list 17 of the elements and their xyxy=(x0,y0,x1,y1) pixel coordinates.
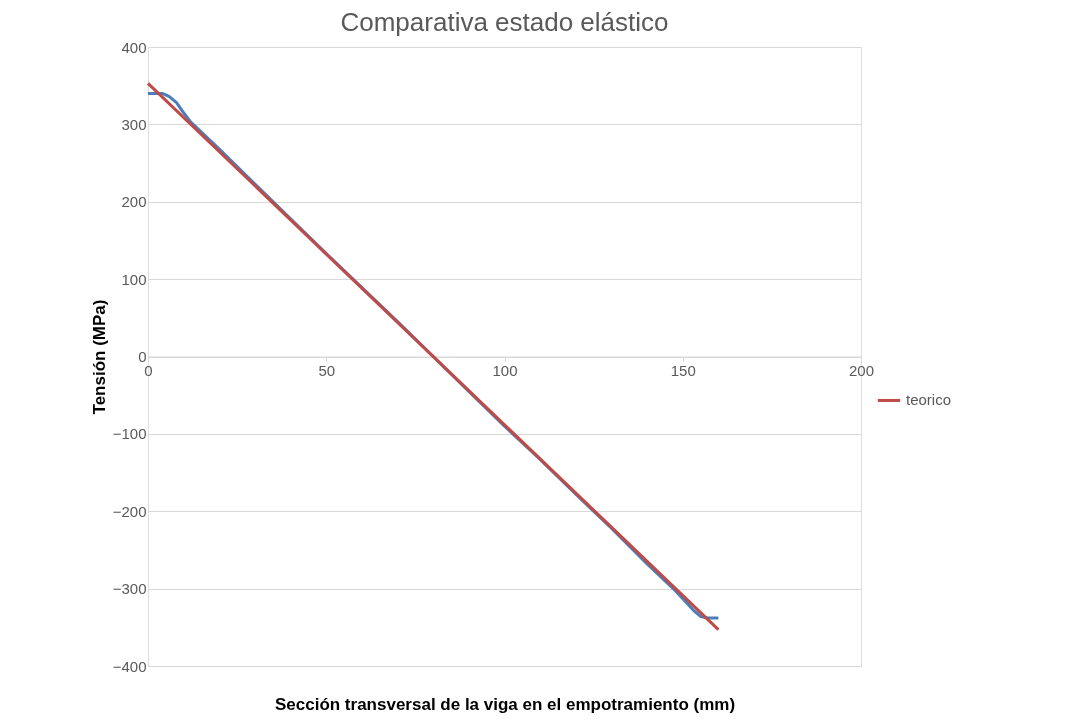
y-tick-label: −300 xyxy=(112,580,147,598)
y-tick-label: −400 xyxy=(112,657,147,675)
y-tick-label: −100 xyxy=(112,425,147,443)
y-tick-label: 400 xyxy=(121,38,147,56)
y-axis-title: Tensión (MPa) xyxy=(89,299,109,415)
y-tick-label: 300 xyxy=(121,115,147,133)
x-tick-label: 100 xyxy=(492,362,518,379)
x-tick-label: 50 xyxy=(318,362,336,379)
legend-label: teorico xyxy=(906,391,952,409)
x-axis-title: Sección transversal de la viga en el empotramiento (mm) xyxy=(274,694,736,714)
x-tick-label: 150 xyxy=(670,362,696,379)
y-tick-label: −200 xyxy=(112,502,147,520)
y-tick-label: 0 xyxy=(138,348,147,365)
y-tick-label: 200 xyxy=(121,193,147,211)
y-tick-label: 100 xyxy=(121,270,147,288)
x-tick-label: 200 xyxy=(848,362,875,379)
chart-title: Comparativa estado elástico xyxy=(340,7,669,37)
